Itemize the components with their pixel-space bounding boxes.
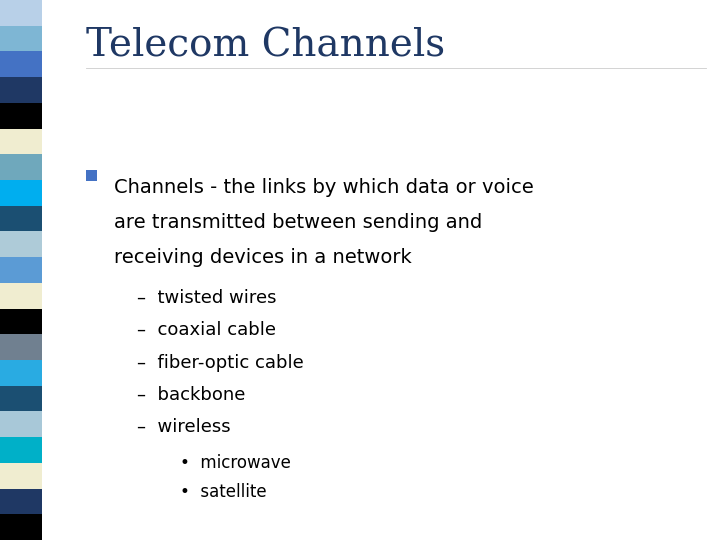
Bar [0, 51, 42, 77]
Bar [0, 360, 42, 386]
Bar [0, 463, 42, 489]
Bar [0, 103, 42, 129]
Bar [0, 411, 42, 437]
Text: –  backbone: – backbone [137, 386, 246, 404]
Text: –  fiber-optic cable: – fiber-optic cable [137, 354, 304, 372]
Bar [0, 514, 42, 540]
Bar [0, 206, 42, 232]
Bar [0, 154, 42, 180]
Bar [0, 0, 42, 26]
Text: –  wireless: – wireless [137, 418, 230, 436]
Text: receiving devices in a network: receiving devices in a network [114, 248, 412, 267]
Text: are transmitted between sending and: are transmitted between sending and [114, 213, 482, 232]
Bar [0, 489, 42, 514]
Text: –  twisted wires: – twisted wires [137, 289, 276, 307]
Bar [0, 386, 42, 411]
Bar [0, 437, 42, 463]
Bar [0, 308, 42, 334]
Bar [0, 129, 42, 154]
Text: –  coaxial cable: – coaxial cable [137, 321, 276, 339]
Text: Telecom Channels: Telecom Channels [86, 28, 446, 65]
Bar [0, 26, 42, 51]
Bar [0, 77, 42, 103]
Bar [86, 170, 97, 181]
Bar [0, 283, 42, 308]
Text: •  satellite: • satellite [180, 483, 266, 501]
Text: •  microwave: • microwave [180, 454, 291, 471]
Bar [0, 257, 42, 283]
Bar [0, 180, 42, 206]
Bar [0, 334, 42, 360]
Text: Channels - the links by which data or voice: Channels - the links by which data or vo… [114, 178, 534, 197]
Bar [0, 232, 42, 257]
